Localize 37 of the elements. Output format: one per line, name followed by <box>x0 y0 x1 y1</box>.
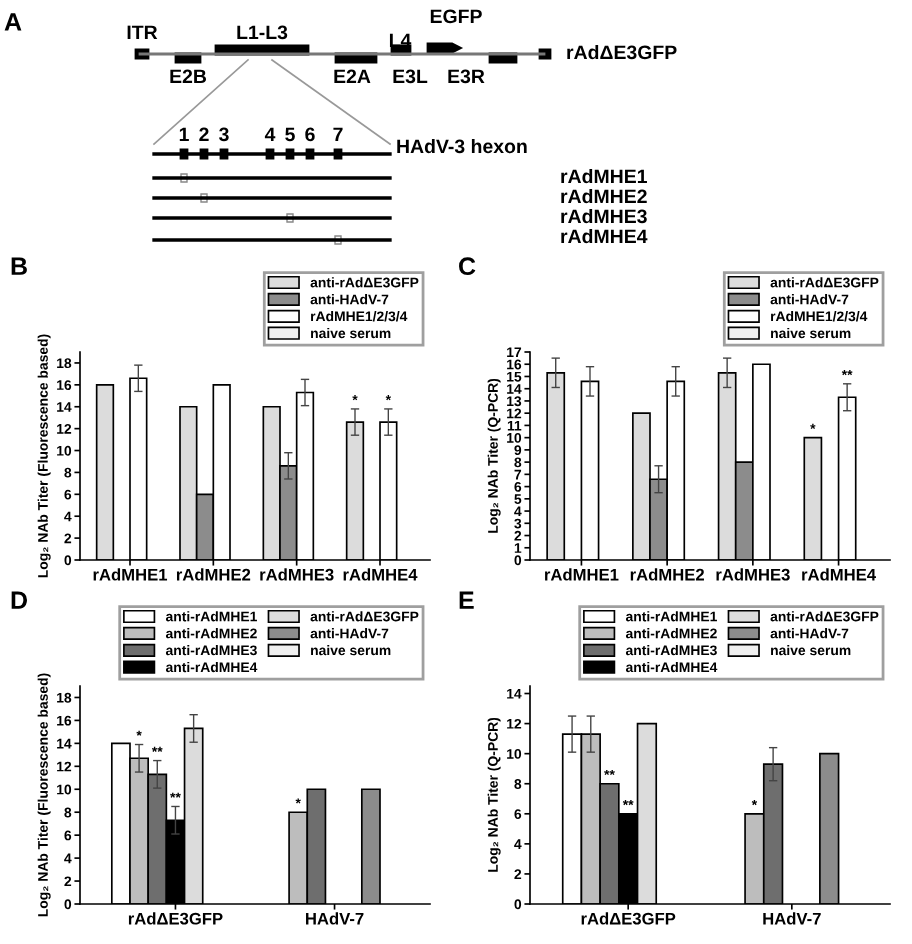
x-tick-label: rAdMHE3 <box>716 568 790 581</box>
chart-title: C <box>459 257 476 276</box>
text: L1-L3 <box>237 25 288 40</box>
text: E3L <box>393 69 428 84</box>
text: 7 <box>333 127 343 142</box>
text: 1 <box>179 127 189 142</box>
x-tick-label: rAdMHE1 <box>93 568 168 581</box>
text: ITR <box>127 25 158 40</box>
text: 5 <box>285 127 295 142</box>
text: HAdV-3 hexon <box>397 138 527 154</box>
text: E2B <box>170 69 207 84</box>
chart-title: B <box>11 257 27 275</box>
text: rAdMHE1 <box>561 168 647 184</box>
chart-title: D <box>11 591 27 609</box>
x-tick-label: rAdMHE2 <box>176 568 251 581</box>
text: 6 <box>305 127 315 142</box>
text: rAdMHE3 <box>561 208 647 224</box>
x-tick-label: rAdMHE4 <box>343 568 418 581</box>
text: rAdΔE3GFP <box>567 44 677 60</box>
chart-title: E <box>459 591 474 609</box>
text: EGFP <box>430 9 482 24</box>
text: 3 <box>219 127 229 142</box>
x-tick-label: rAdMHE1 <box>545 568 619 581</box>
x-tick-label: HAdV-7 <box>306 912 364 925</box>
text: E3R <box>448 69 485 84</box>
text: 2 <box>199 127 209 142</box>
x-tick-label: rAdMHE2 <box>630 568 704 581</box>
text: A <box>4 13 22 31</box>
text: 4 <box>264 127 276 142</box>
text: rAdMHE4 <box>561 228 648 244</box>
x-tick-label: rAdΔE3GFP <box>128 912 223 925</box>
x-tick-label: rAdΔE3GFP <box>581 912 676 925</box>
text: rAdMHE2 <box>561 188 647 204</box>
x-tick-label: rAdMHE3 <box>260 568 334 581</box>
text: E2A <box>334 69 371 84</box>
x-tick-label: rAdMHE4 <box>802 568 876 581</box>
x-tick-label: HAdV-7 <box>763 912 821 925</box>
